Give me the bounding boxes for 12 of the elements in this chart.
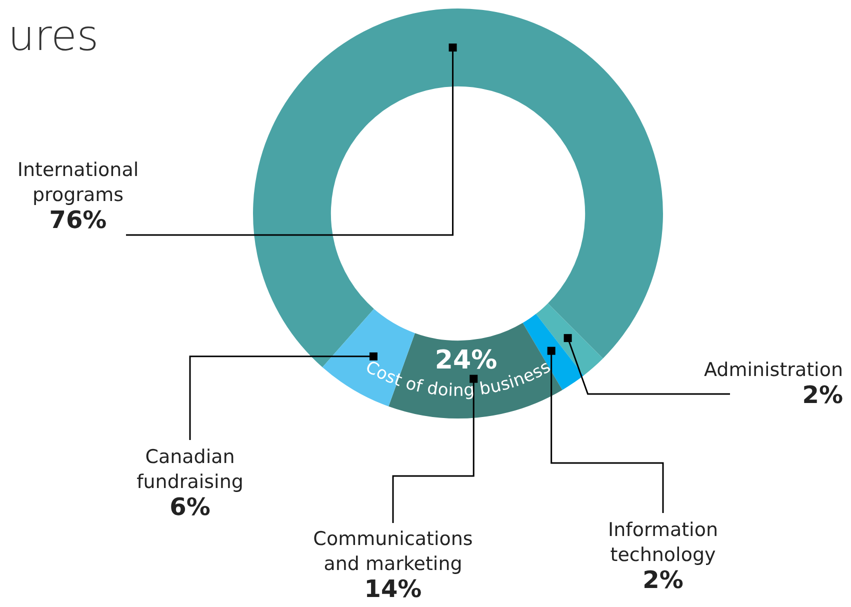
data-label: 14% [364,575,422,603]
data-label: 2% [802,381,843,409]
slice-label: International programs [17,159,139,206]
slice-label: Communications and marketing [313,528,473,575]
slice-label: Canadian fundraising [136,446,244,493]
slice-label: Administration [704,359,843,381]
data-label: 2% [642,566,684,594]
data-label: 6% [170,493,210,521]
slice-label: Information technology [608,519,718,566]
data-label: 76% [49,206,107,234]
text: 24% [434,345,498,376]
chart-title: ures [8,11,99,60]
